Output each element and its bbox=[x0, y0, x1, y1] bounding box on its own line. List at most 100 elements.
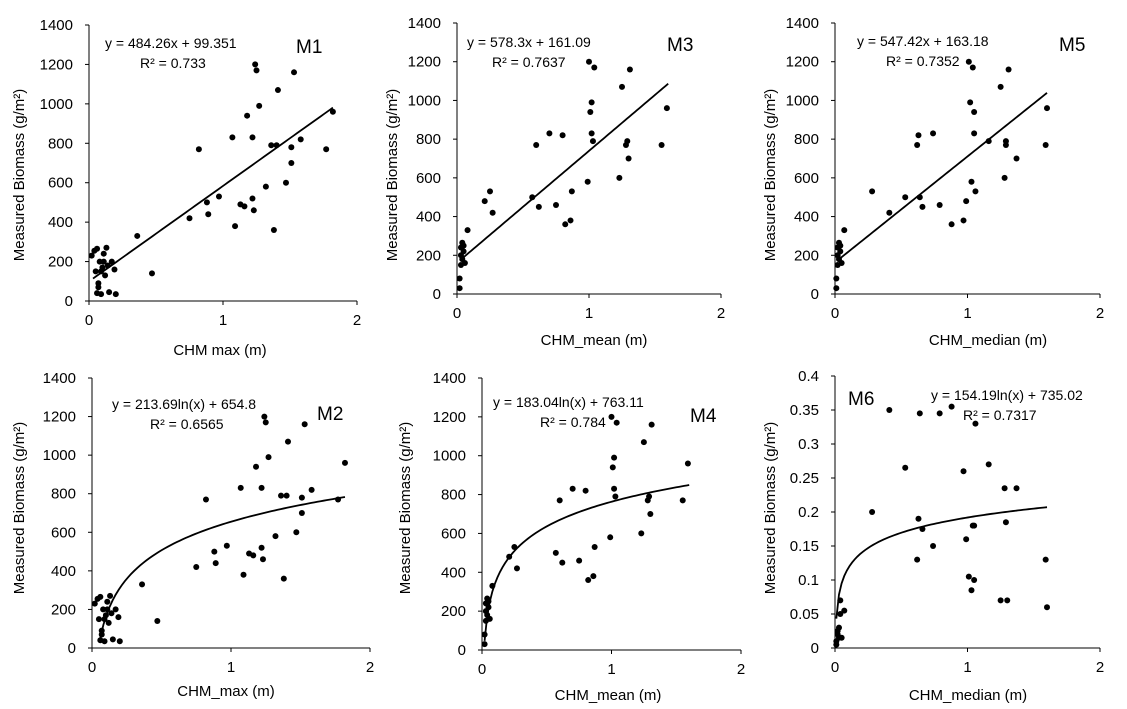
x-tick-label: 1 bbox=[963, 305, 971, 322]
data-point bbox=[115, 614, 122, 621]
y-tick-label: 0.05 bbox=[790, 606, 819, 623]
y-tick-label: 1000 bbox=[43, 447, 76, 464]
data-point bbox=[1013, 155, 1020, 162]
x-tick-label: 2 bbox=[1096, 659, 1104, 676]
x-axis-label-m5: CHM_median (m) bbox=[929, 332, 1047, 349]
y-tick-label: 400 bbox=[51, 563, 76, 580]
data-point bbox=[273, 142, 280, 149]
data-point bbox=[91, 600, 98, 607]
data-point bbox=[590, 573, 597, 580]
data-point bbox=[930, 543, 937, 549]
data-point bbox=[223, 542, 230, 549]
data-point bbox=[284, 438, 291, 445]
data-point bbox=[559, 132, 566, 139]
data-point bbox=[112, 606, 119, 613]
trendline-m6 bbox=[835, 506, 1048, 619]
data-point bbox=[268, 142, 275, 149]
data-point bbox=[148, 270, 155, 277]
x-tick-label: 2 bbox=[717, 305, 725, 322]
data-point bbox=[1042, 556, 1049, 563]
data-point bbox=[965, 573, 972, 580]
data-point bbox=[104, 598, 111, 605]
data-point bbox=[915, 515, 922, 522]
y-tick-label: 800 bbox=[48, 135, 73, 152]
data-point bbox=[456, 275, 463, 282]
x-tick-label: 1 bbox=[219, 312, 227, 329]
data-point bbox=[837, 611, 844, 617]
data-point bbox=[134, 232, 141, 239]
data-point bbox=[154, 618, 161, 624]
data-point bbox=[456, 285, 463, 292]
equation-m1: y = 484.26x + 99.351 bbox=[105, 35, 237, 51]
data-point bbox=[88, 252, 95, 259]
data-point bbox=[485, 598, 492, 605]
data-point bbox=[95, 280, 102, 287]
data-point bbox=[869, 188, 876, 195]
y-tick-label: 600 bbox=[48, 175, 73, 192]
x-tick-label: 1 bbox=[607, 661, 615, 678]
y-tick-label: 1200 bbox=[408, 54, 441, 71]
data-point bbox=[323, 146, 330, 153]
data-point bbox=[1044, 105, 1050, 112]
y-tick-label: 400 bbox=[794, 209, 819, 226]
data-point bbox=[569, 485, 576, 492]
data-point bbox=[624, 138, 631, 145]
data-point bbox=[535, 203, 542, 210]
x-tick-label: 0 bbox=[88, 659, 96, 676]
data-point bbox=[971, 109, 978, 116]
y-tick-label: 1200 bbox=[786, 54, 819, 71]
y-tick-label: 1000 bbox=[40, 96, 73, 113]
y-tick-label: 600 bbox=[416, 170, 441, 187]
panel-m5: 0 200 400 600 800 1000 1200 1400 0 1 2 y = 547.42x … bbox=[762, 15, 1104, 349]
model-label-m6: M6 bbox=[848, 389, 874, 410]
data-point bbox=[613, 419, 620, 426]
data-point bbox=[968, 587, 975, 594]
y-tick-label: 0 bbox=[68, 640, 76, 657]
data-point bbox=[960, 217, 967, 224]
data-point bbox=[971, 522, 978, 529]
data-point bbox=[587, 109, 594, 116]
data-point bbox=[116, 638, 123, 645]
data-point bbox=[205, 211, 212, 218]
data-point bbox=[648, 421, 655, 428]
y-tick-label: 400 bbox=[441, 564, 466, 581]
x-tick-label: 2 bbox=[1096, 305, 1104, 322]
data-point bbox=[139, 581, 146, 588]
data-point bbox=[562, 221, 569, 228]
data-point bbox=[288, 144, 295, 151]
data-point bbox=[588, 99, 595, 106]
data-point bbox=[308, 486, 315, 493]
data-point bbox=[619, 83, 625, 90]
data-point bbox=[625, 155, 632, 162]
x-tick-label: 0 bbox=[831, 659, 839, 676]
data-point bbox=[252, 61, 259, 68]
data-point bbox=[104, 262, 111, 269]
data-point bbox=[841, 607, 848, 614]
data-point bbox=[608, 413, 615, 420]
data-point bbox=[288, 160, 295, 166]
data-point bbox=[1004, 597, 1011, 604]
data-point bbox=[103, 244, 110, 251]
x-tick-label: 1 bbox=[585, 305, 593, 322]
data-point bbox=[609, 464, 616, 471]
data-point bbox=[202, 496, 209, 503]
data-point bbox=[460, 242, 467, 249]
data-point bbox=[589, 138, 596, 145]
data-point bbox=[1042, 141, 1049, 148]
x-tick-label: 0 bbox=[85, 312, 93, 329]
data-point bbox=[97, 593, 104, 600]
data-point bbox=[971, 577, 978, 583]
y-tick-label: 0 bbox=[65, 293, 73, 310]
data-point bbox=[100, 250, 107, 257]
data-point bbox=[253, 67, 260, 74]
data-point bbox=[249, 195, 256, 202]
data-point bbox=[919, 526, 926, 532]
y-axis-label-m5: Measured Biomass (g/m²) bbox=[762, 89, 779, 262]
data-point bbox=[915, 132, 922, 139]
data-point bbox=[195, 146, 202, 153]
data-point bbox=[105, 619, 112, 626]
panel-m6: 0 0.05 0.1 0.15 0.2 0.25 0.3 0.35 0.4 0 1 2 y = 154.… bbox=[762, 368, 1104, 704]
data-point bbox=[215, 193, 222, 200]
data-point bbox=[489, 582, 496, 589]
